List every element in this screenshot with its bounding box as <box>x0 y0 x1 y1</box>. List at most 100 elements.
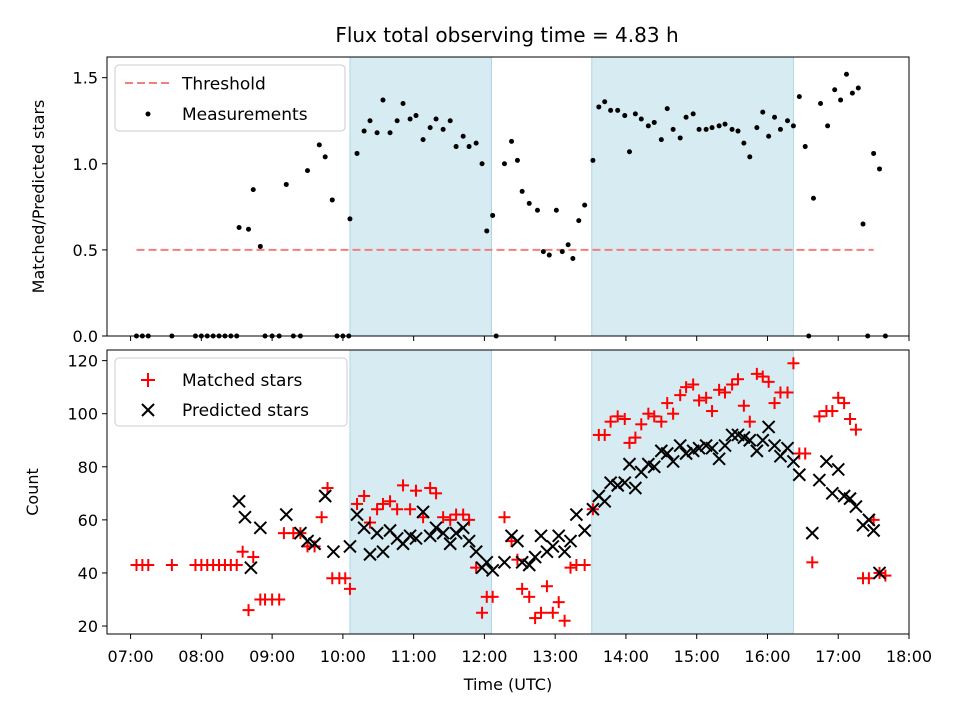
predicted-star-point <box>300 534 315 548</box>
predicted-marker-b <box>673 438 687 453</box>
matched-star-point <box>832 391 845 404</box>
matched-star-point <box>511 553 524 566</box>
measurement-point <box>703 126 709 132</box>
bottom-y-tick-label: 80 <box>78 458 98 477</box>
measurement-point <box>570 256 576 261</box>
measurement-point <box>645 123 651 129</box>
predicted-star-point <box>679 446 693 461</box>
bottom-y-tick-label: 40 <box>78 564 98 583</box>
matched-star-point <box>618 413 631 426</box>
predicted-marker-b <box>641 457 656 471</box>
measurement-point <box>860 221 866 227</box>
predicted-marker-b <box>552 529 566 543</box>
measurement-point <box>722 121 728 127</box>
matched-star-point <box>476 606 489 619</box>
predicted-star-point <box>436 526 450 540</box>
measurement-point <box>316 142 322 148</box>
measurement-point <box>754 125 760 131</box>
predicted-marker-b <box>654 444 669 458</box>
star-count-points <box>130 357 892 627</box>
predicted-star-point <box>866 523 881 538</box>
measurement-point <box>632 111 638 117</box>
matched-star-point <box>404 503 417 516</box>
measurement-point <box>322 154 328 160</box>
measurement-point <box>747 154 753 160</box>
measurement-point <box>394 118 400 124</box>
matched-star-point <box>731 373 744 386</box>
measurement-point <box>407 116 413 122</box>
matched-star-point <box>343 582 356 595</box>
matched-star-point <box>529 612 542 625</box>
measurement-point <box>626 149 632 155</box>
predicted-star-point <box>761 420 776 434</box>
matched-star-point <box>535 606 548 619</box>
x-tick-label: 09:00 <box>249 647 295 666</box>
measurement-point <box>658 137 664 143</box>
predicted-marker-b <box>318 489 332 503</box>
predicted-marker-b <box>872 566 887 580</box>
predicted-marker-b <box>370 526 384 540</box>
top-x-ticks <box>130 336 910 341</box>
predicted-star-point <box>423 529 437 543</box>
measurement-point <box>716 123 722 129</box>
chart-title: Flux total observing time = 4.83 h <box>335 23 678 47</box>
predicted-star-point <box>376 545 390 559</box>
predicted-marker-b <box>383 523 397 538</box>
matched-star-point <box>799 447 812 460</box>
predicted-marker-b <box>805 526 819 540</box>
predicted-marker-b <box>819 454 834 469</box>
matched-star-point <box>430 487 443 500</box>
measurement-point <box>501 161 507 167</box>
top-y-tick-label: 0.0 <box>73 327 98 346</box>
predicted-star-point <box>429 521 443 535</box>
predicted-star-point <box>718 438 732 453</box>
measurement-point <box>236 225 242 230</box>
predicted-star-point <box>416 505 430 519</box>
bottom-plot-frame <box>106 349 910 635</box>
predicted-marker-b <box>350 507 364 522</box>
measurement-point <box>741 140 747 146</box>
measurement-point <box>250 187 256 193</box>
predicted-marker-b <box>825 486 840 501</box>
matched-star-point <box>719 386 732 399</box>
bottom-y-tick-label: 20 <box>78 617 98 636</box>
measurement-point <box>565 242 571 248</box>
predicted-star-point <box>279 507 293 522</box>
predicted-marker-b <box>557 545 572 559</box>
measurement-point <box>818 101 824 106</box>
matched-star-point <box>463 513 476 526</box>
measurement-point <box>696 126 702 132</box>
predicted-marker-b <box>679 446 693 461</box>
shaded-interval-2 <box>591 56 794 337</box>
matched-star-point <box>523 590 536 603</box>
matched-star-point <box>516 582 529 595</box>
predicted-marker-b <box>705 441 719 455</box>
predicted-marker-b <box>515 555 529 570</box>
matched-star-point <box>756 370 769 383</box>
predicted-marker-b <box>253 521 268 535</box>
matched-star-point <box>410 484 423 497</box>
measurement-point <box>257 243 263 249</box>
matched-star-point <box>623 436 636 449</box>
measurement-point <box>651 119 657 125</box>
measurement-point <box>735 128 741 134</box>
legend-matched-label: Matched stars <box>182 371 302 391</box>
predicted-marker-b <box>343 539 357 554</box>
predicted-legend-swatch <box>141 403 155 417</box>
measurement-point <box>367 118 373 124</box>
measurement-point <box>246 226 252 232</box>
predicted-star-point <box>522 558 536 572</box>
measurement-point <box>608 107 614 113</box>
measurement-point <box>709 125 715 131</box>
predicted-star-point <box>812 473 827 487</box>
measurement-point <box>690 111 696 117</box>
measurement-point <box>361 128 367 134</box>
predicted-marker-b <box>300 534 315 548</box>
predicted-marker-b <box>756 433 770 447</box>
x-tick-label: 17:00 <box>815 647 861 666</box>
predicted-star-point <box>666 454 680 469</box>
top-y-tick-label: 0.5 <box>73 241 98 260</box>
predicted-star-point <box>552 529 566 543</box>
shaded-interval-1 <box>349 56 492 337</box>
measurement-point <box>387 130 393 136</box>
